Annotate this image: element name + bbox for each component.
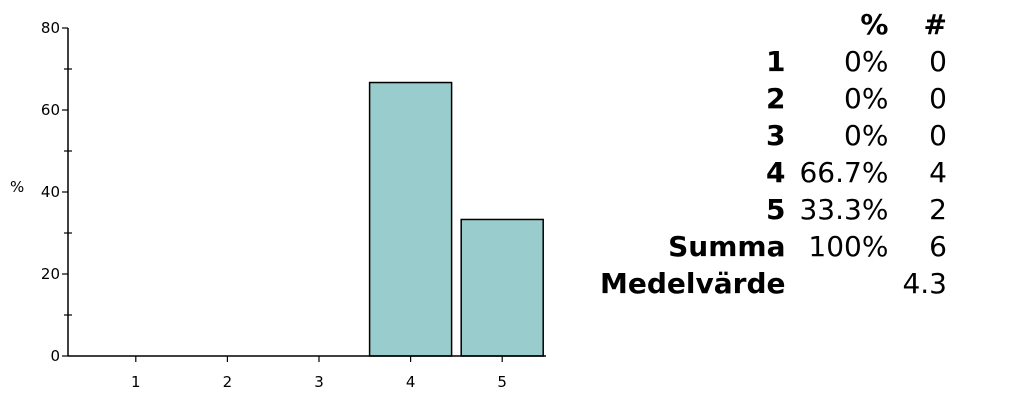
row-label: Medelvärde xyxy=(600,267,786,300)
x-tick-label: 2 xyxy=(223,373,233,391)
summary-row-total: Summa 100% 6 xyxy=(600,228,947,265)
table-row: 1 0% 0 xyxy=(600,43,947,80)
bar-4 xyxy=(368,81,453,357)
y-tick-label: 20 xyxy=(41,265,60,283)
table-row: 4 66.7% 4 xyxy=(600,154,947,191)
row-count: 6 xyxy=(929,230,947,263)
axes-layer xyxy=(62,27,546,362)
row-count: 0 xyxy=(929,119,947,152)
row-label: 5 xyxy=(766,193,786,226)
x-tick-label: 1 xyxy=(131,373,141,391)
y-axis-label: % xyxy=(10,178,24,196)
bar-5 xyxy=(460,218,544,357)
header-percent: % xyxy=(860,8,889,41)
header-count: # xyxy=(923,8,947,41)
table-header-row: % # xyxy=(600,6,947,43)
row-label: Summa xyxy=(668,230,786,263)
y-tick-label: 80 xyxy=(41,19,60,37)
row-count: 0 xyxy=(929,82,947,115)
row-label: 1 xyxy=(766,45,786,78)
table-row: 2 0% 0 xyxy=(600,80,947,117)
y-tick-label: 0 xyxy=(50,347,60,365)
x-tick-label: 3 xyxy=(314,373,324,391)
x-tick-label: 4 xyxy=(406,373,416,391)
row-count: 4 xyxy=(929,156,947,189)
table-row: 5 33.3% 2 xyxy=(600,191,947,228)
row-count: 2 xyxy=(929,193,947,226)
row-label: 4 xyxy=(766,156,786,189)
y-tick-label: 40 xyxy=(41,183,60,201)
row-percent: 100% xyxy=(808,230,889,263)
row-label: 2 xyxy=(766,82,786,115)
bars-layer xyxy=(368,81,544,357)
table-row: 3 0% 0 xyxy=(600,117,947,154)
row-label: 3 xyxy=(766,119,786,152)
header-label xyxy=(600,6,785,43)
row-percent xyxy=(785,265,888,302)
row-percent: 0% xyxy=(844,119,889,152)
row-percent: 33.3% xyxy=(799,193,889,226)
summary-row-mean: Medelvärde 4.3 xyxy=(600,265,947,302)
row-count: 4.3 xyxy=(902,267,947,300)
x-tick-label: 5 xyxy=(497,373,507,391)
row-percent: 66.7% xyxy=(799,156,889,189)
row-percent: 0% xyxy=(844,45,889,78)
row-percent: 0% xyxy=(844,82,889,115)
y-tick-label: 60 xyxy=(41,101,60,119)
stats-table: % # 1 0% 0 2 0% 0 3 0% 0 4 66.7% 4 5 33.… xyxy=(600,6,947,302)
row-count: 0 xyxy=(929,45,947,78)
labels-layer: 0 20 40 60 80 1 2 3 4 5 xyxy=(41,19,507,391)
bar-chart: 0 20 40 60 80 1 2 3 4 5 % xyxy=(10,19,546,391)
